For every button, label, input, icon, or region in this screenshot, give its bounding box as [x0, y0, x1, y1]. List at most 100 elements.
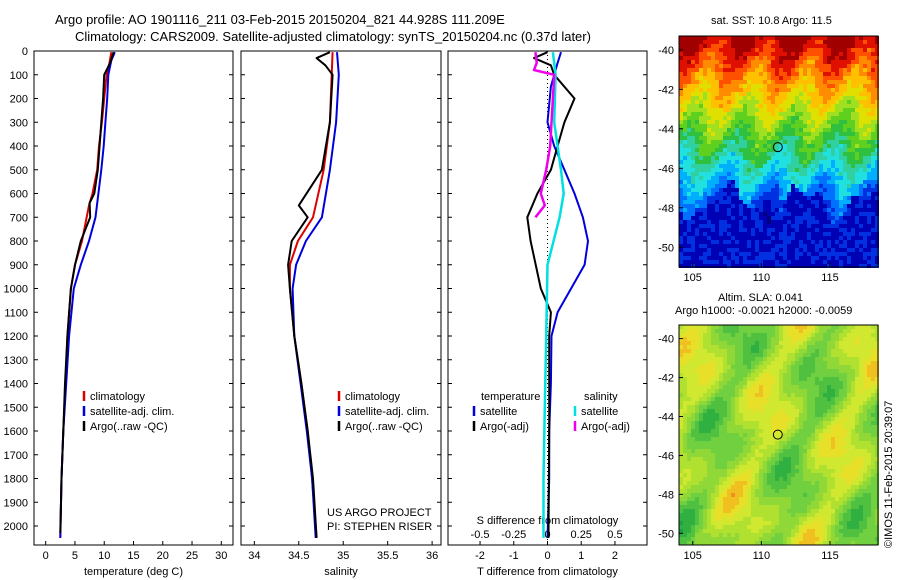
sst-map-cell [827, 216, 831, 220]
sst-map-cell [823, 216, 827, 220]
salinity-plot-frame [240, 50, 442, 546]
sla-map-cell [695, 337, 699, 341]
sla-map-cell [715, 377, 719, 381]
sla-map-cell [839, 409, 843, 413]
sla-map-cell [731, 329, 735, 333]
sst-map-cell [683, 192, 687, 196]
sst-map-cell [767, 52, 771, 56]
sst-map-cell [719, 252, 723, 256]
sst-map-cell [819, 60, 823, 64]
sla-map-cell [775, 433, 779, 437]
sst-map-cell [839, 80, 843, 84]
sst-map-cell [767, 192, 771, 196]
sst-map-cell [807, 108, 811, 112]
sst-map-cell [855, 156, 859, 160]
sst-map-cell [783, 164, 787, 168]
sla-map-cell [687, 333, 691, 337]
sla-map-cell [683, 389, 687, 393]
sla-map-cell [859, 369, 863, 373]
sst-map-cell [735, 100, 739, 104]
sla-map-cell [707, 373, 711, 377]
sst-map-cell [767, 244, 771, 248]
sst-map-cell [759, 92, 763, 96]
sla-map-cell [755, 445, 759, 449]
sst-map-cell [759, 144, 763, 148]
sst-map-cell [823, 176, 827, 180]
sst-map-cell [739, 212, 743, 216]
sst-map-cell [863, 84, 867, 88]
sla-map-cell [743, 409, 747, 413]
salinity-x-tick-label: 35.5 [377, 550, 398, 562]
sst-map-cell [831, 180, 835, 184]
sla-map-cell [827, 349, 831, 353]
sst-map-cell [735, 52, 739, 56]
sla-map-cell [747, 389, 751, 393]
sst-map-cell [803, 100, 807, 104]
sst-map-cell [755, 260, 759, 264]
sla-map-cell [707, 413, 711, 417]
sst-map-cell [711, 188, 715, 192]
sst-map-cell [827, 100, 831, 104]
sst-map-cell [875, 264, 879, 268]
sst-map-cell [703, 76, 707, 80]
sst-map-cell [783, 220, 787, 224]
sst-map-cell [759, 244, 763, 248]
sst-map-cell [803, 148, 807, 152]
sla-map-cell [811, 349, 815, 353]
sst-map-cell [811, 92, 815, 96]
sst-map-cell [831, 156, 835, 160]
sla-map-cell [731, 385, 735, 389]
difference-x-tick-label: 2 [612, 550, 618, 562]
sla-map-cell [747, 437, 751, 441]
sst-map-cell [831, 196, 835, 200]
sla-map-cell [819, 393, 823, 397]
sst-map-cell [851, 232, 855, 236]
sla-map-cell [855, 417, 859, 421]
sla-map-cell [811, 373, 815, 377]
sla-map-cell [851, 361, 855, 365]
sla-map-cell [739, 405, 743, 409]
sst-map-cell [795, 148, 799, 152]
sla-map-cell [831, 457, 835, 461]
sst-map-cell [843, 220, 847, 224]
sst-map-cell [855, 212, 859, 216]
sst-map-cell [859, 60, 863, 64]
sla-map-cell [731, 453, 735, 457]
difference-top-tick-label: -0.25 [501, 529, 526, 541]
sst-map-cell [775, 152, 779, 156]
sst-map-cell [771, 152, 775, 156]
sst-map-cell [771, 52, 775, 56]
sst-map-cell [747, 244, 751, 248]
sst-map-cell [763, 96, 767, 100]
sst-map-cell [863, 248, 867, 252]
sst-map-cell [719, 148, 723, 152]
sst-map-cell [723, 144, 727, 148]
sla-map-cell [767, 417, 771, 421]
sst-map-cell [771, 216, 775, 220]
sst-map-cell [847, 100, 851, 104]
sst-map-cell [839, 92, 843, 96]
sla-map-cell [751, 393, 755, 397]
sst-map-cell [867, 48, 871, 52]
sst-map-cell [779, 48, 783, 52]
sla-map-cell [855, 449, 859, 453]
sst-map-cell [819, 188, 823, 192]
sst-map-cell [779, 100, 783, 104]
sla-map-cell [791, 453, 795, 457]
sst-map-cell [691, 40, 695, 44]
sst-map-cell [787, 124, 791, 128]
sla-map-cell [835, 461, 839, 465]
sla-map-cell [715, 393, 719, 397]
sst-map-cell [783, 208, 787, 212]
sla-map-cell [859, 401, 863, 405]
sla-map-cell [755, 433, 759, 437]
sla-map-cell [759, 397, 763, 401]
sla-map-cell [867, 397, 871, 401]
sla-map-cell [843, 397, 847, 401]
sst-map-cell [723, 152, 727, 156]
sst-map-cell [847, 80, 851, 84]
sla-map-cell [811, 397, 815, 401]
sst-map-cell [727, 144, 731, 148]
sla-map-cell [731, 433, 735, 437]
sla-map-cell [691, 349, 695, 353]
